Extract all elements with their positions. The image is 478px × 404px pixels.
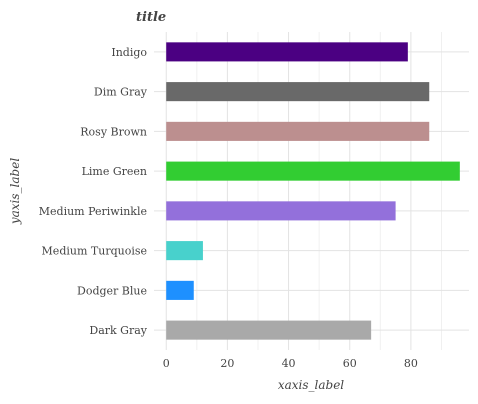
- bar-lime-green: [166, 162, 460, 181]
- y-tick-label: Dark Gray: [89, 324, 147, 337]
- y-tick-label: Indigo: [111, 46, 147, 59]
- grid: [154, 32, 469, 350]
- bar-indigo: [166, 42, 408, 61]
- x-tick-label: 60: [343, 357, 357, 370]
- bar-medium-turquoise: [166, 241, 203, 260]
- y-tick-label: Dodger Blue: [77, 284, 147, 297]
- plot-area: [154, 32, 469, 350]
- y-tick-label: Medium Periwinkle: [39, 205, 147, 218]
- x-tick-label: 20: [220, 357, 234, 370]
- bar-medium-periwinkle: [166, 201, 395, 220]
- bar-dodger-blue: [166, 281, 194, 300]
- chart-title: title: [136, 10, 166, 25]
- y-axis-label: yaxis_label: [8, 158, 22, 225]
- y-tick-label: Rosy Brown: [80, 125, 147, 138]
- y-tick-label: Medium Turquoise: [42, 245, 147, 258]
- x-tick-label: 40: [282, 357, 296, 370]
- x-axis-label: xaxis_label: [278, 378, 344, 392]
- bar-dark-gray: [166, 321, 371, 340]
- x-tick-label: 0: [163, 357, 170, 370]
- bar-rosy-brown: [166, 122, 429, 141]
- bar-dim-gray: [166, 82, 429, 101]
- y-tick-label: Dim Gray: [94, 86, 148, 99]
- y-tick-label: Lime Green: [82, 165, 147, 178]
- x-tick-label: 80: [404, 357, 418, 370]
